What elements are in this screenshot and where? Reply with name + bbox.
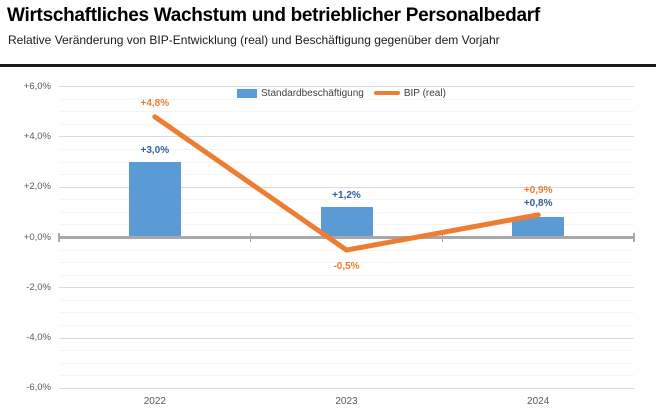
minor-gridline [59, 262, 634, 264]
minor-gridline [59, 362, 634, 364]
legend-label-bip: BIP (real) [403, 87, 446, 99]
minor-gridline [59, 274, 634, 276]
x-axis-label-2022: 2022 [143, 396, 166, 407]
y-axis-tick-label: -2,0% [26, 281, 51, 293]
major-gridline [59, 387, 634, 389]
minor-gridline [59, 312, 634, 314]
minor-gridline [59, 111, 634, 113]
axis-tick [633, 233, 635, 242]
minor-gridline [59, 249, 634, 251]
axis-tick [58, 233, 60, 242]
y-axis-tick-label: +4,0% [23, 130, 51, 142]
page-subtitle: Relative Veränderung von BIP-Entwicklung… [8, 33, 500, 47]
bar-2024[interactable] [512, 217, 565, 238]
y-axis-tick-label: -4,0% [26, 332, 51, 344]
y-axis-tick-label: +2,0% [23, 181, 51, 193]
major-gridline [59, 337, 634, 339]
axis-tick [249, 233, 252, 242]
bar-swatch-icon [237, 88, 257, 98]
minor-gridline [59, 375, 634, 377]
y-axis-tick-label: -6,0% [26, 382, 51, 394]
legend-item-bip[interactable]: BIP (real) [373, 87, 446, 99]
y-axis-tick-label: +6,0% [23, 80, 51, 92]
bar-2023[interactable] [320, 207, 373, 238]
minor-gridline [59, 325, 634, 327]
line-swatch-icon [373, 90, 400, 96]
legend-label-standardbeschaeftigung: Standardbeschäftigung [261, 87, 364, 99]
minor-gridline [59, 123, 634, 125]
bar-data-label-2023: +1,2% [332, 190, 361, 202]
minor-gridline [59, 350, 634, 352]
bar-2022[interactable] [128, 162, 181, 238]
page-title: Wirtschaftliches Wachstum und betrieblic… [7, 5, 540, 26]
minor-gridline [59, 299, 634, 301]
bip-data-label-2024: +0,9% [523, 184, 553, 196]
major-gridline [59, 86, 634, 88]
bar-data-label-2024: +0,8% [523, 197, 553, 209]
bip-data-label-2022: +4,8% [140, 97, 170, 109]
chart-legend: Standardbeschäftigung BIP (real) [237, 86, 446, 100]
header-divider [0, 64, 656, 67]
major-gridline [59, 136, 634, 138]
axis-tick [441, 233, 444, 242]
bar-data-label-2022: +3,0% [140, 145, 170, 157]
x-axis-label-2024: 2024 [527, 396, 550, 407]
bip-data-label-2023: -0,5% [333, 261, 360, 273]
minor-gridline [59, 98, 634, 100]
y-axis-tick-label: +0,0% [23, 231, 51, 243]
major-gridline [59, 287, 634, 289]
legend-item-standardbeschaeftigung[interactable]: Standardbeschäftigung [237, 88, 364, 99]
x-axis-label-2023: 2023 [335, 396, 358, 407]
x-axis-line [59, 236, 634, 239]
